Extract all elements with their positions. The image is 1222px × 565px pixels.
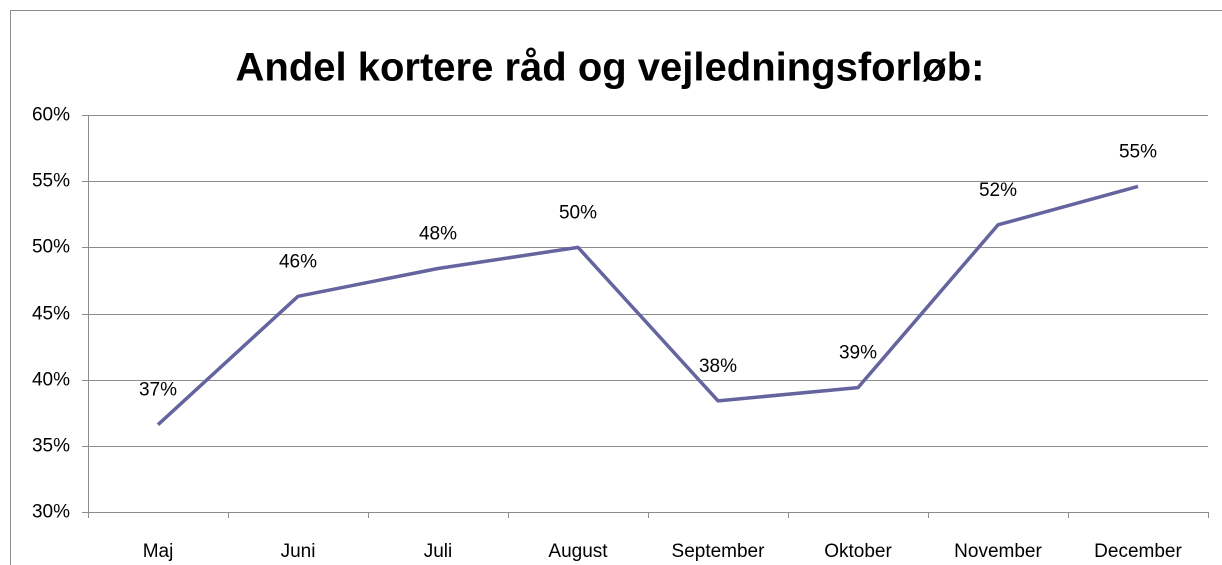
data-label: 46% — [279, 251, 317, 272]
data-label: 38% — [699, 356, 737, 377]
y-tick-label: 60% — [32, 105, 70, 126]
data-label: 55% — [1119, 141, 1157, 162]
y-tick-label: 55% — [32, 171, 70, 192]
x-tick-label: November — [954, 541, 1042, 562]
x-tick-label: Maj — [143, 541, 174, 562]
data-label: 48% — [419, 224, 457, 245]
data-label: 37% — [139, 380, 177, 401]
x-tick-label: Oktober — [824, 541, 892, 562]
y-tick-label: 30% — [32, 502, 70, 523]
x-tick-label: September — [672, 541, 766, 562]
data-label: 50% — [559, 202, 597, 223]
y-tick-label: 45% — [32, 304, 70, 325]
data-label: 39% — [839, 343, 877, 364]
data-label: 52% — [979, 180, 1017, 201]
x-tick-label: August — [548, 541, 608, 562]
x-tick-label: Juli — [424, 541, 453, 562]
y-tick-label: 40% — [32, 370, 70, 391]
chart-border — [10, 10, 1222, 565]
chart-title: Andel kortere råd og vejledningsforløb: — [236, 46, 985, 90]
y-tick-label: 35% — [32, 436, 70, 457]
x-tick-label: December — [1094, 541, 1182, 562]
x-tick-label: Juni — [281, 541, 316, 562]
line-series — [156, 184, 1139, 426]
y-tick-label: 50% — [32, 237, 70, 258]
